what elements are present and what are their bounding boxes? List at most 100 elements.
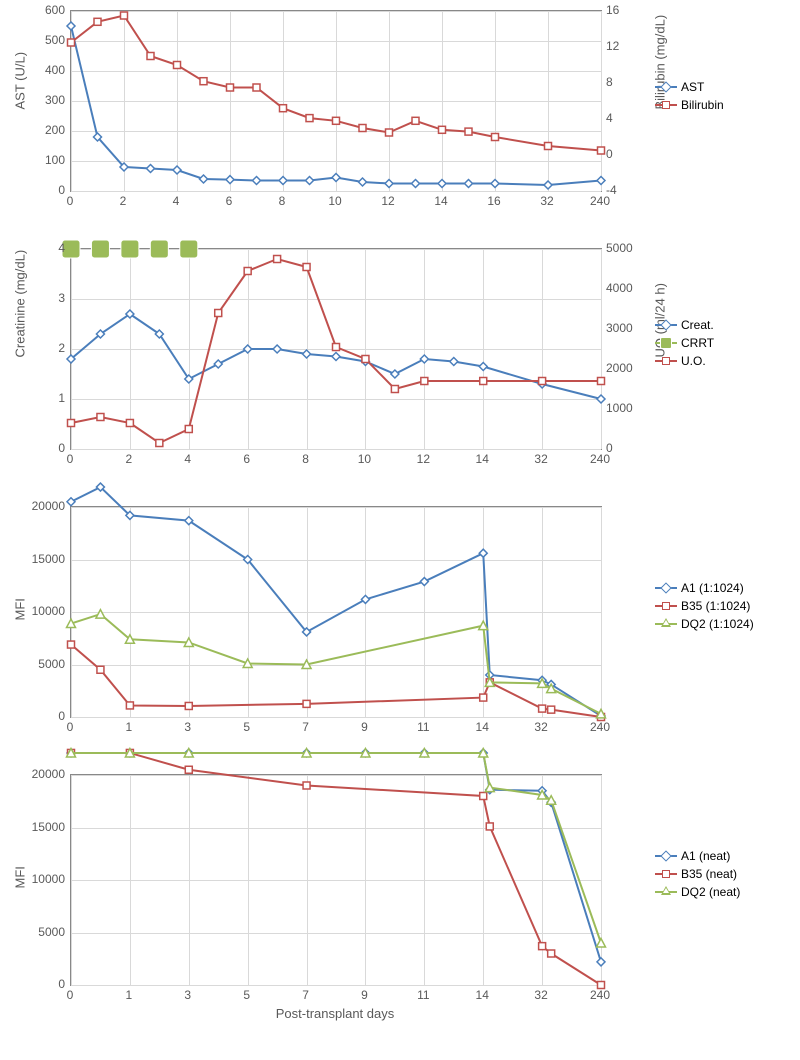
legend-item: CRRT xyxy=(655,336,714,350)
xtick: 240 xyxy=(590,720,610,734)
plot-area xyxy=(70,506,602,718)
xtick: 12 xyxy=(381,194,394,208)
ytick-left: 200 xyxy=(30,123,65,137)
plot-area xyxy=(70,248,602,450)
series-AST xyxy=(71,26,601,185)
ytick-left: 400 xyxy=(30,63,65,77)
ytick-left: 0 xyxy=(30,441,65,455)
ytick-left: 4 xyxy=(30,241,65,255)
xtick: 1 xyxy=(126,988,133,1002)
xtick: 8 xyxy=(279,194,286,208)
ytick-right: 0 xyxy=(606,441,651,455)
xtick: 32 xyxy=(534,988,547,1002)
panel-mfi-diluted: 05000100001500020000013579111432240MFIA1… xyxy=(10,506,790,756)
legend-label: Bilirubin xyxy=(681,98,724,112)
xtick: 14 xyxy=(476,720,489,734)
legend-item: DQ2 (1:1024) xyxy=(655,617,754,631)
xtick: 14 xyxy=(476,452,489,466)
xtick: 7 xyxy=(302,720,309,734)
xtick: 10 xyxy=(358,452,371,466)
ytick-left: 10000 xyxy=(30,604,65,618)
xtick: 4 xyxy=(173,194,180,208)
xtick: 3 xyxy=(184,720,191,734)
legend-item: DQ2 (neat) xyxy=(655,885,740,899)
xtick: 6 xyxy=(226,194,233,208)
xtick: 4 xyxy=(184,452,191,466)
xtick: 12 xyxy=(417,452,430,466)
ytick-right: 16 xyxy=(606,3,651,17)
series-svg xyxy=(71,11,601,191)
xtick: 3 xyxy=(184,988,191,1002)
ytick-right: 1000 xyxy=(606,401,651,415)
ytick-left: 2 xyxy=(30,341,65,355)
xtick: 7 xyxy=(302,988,309,1002)
ytick-right: 8 xyxy=(606,75,651,89)
ytick-left: 300 xyxy=(30,93,65,107)
xtick: 240 xyxy=(590,194,610,208)
ytick-left: 500 xyxy=(30,33,65,47)
ytick-left: 5000 xyxy=(30,657,65,671)
legend-label: U.O. xyxy=(681,354,706,368)
xtick: 5 xyxy=(243,720,250,734)
legend-item: Creat. xyxy=(655,318,714,332)
ytick-right: 2000 xyxy=(606,361,651,375)
ytick-left: 600 xyxy=(30,3,65,17)
plot-area xyxy=(70,10,602,192)
legend-label: B35 (1:1024) xyxy=(681,599,750,613)
ytick-left: 3 xyxy=(30,291,65,305)
ytick-left: 20000 xyxy=(30,499,65,513)
legend-item: A1 (1:1024) xyxy=(655,581,754,595)
ylabel-left: Creatinine (mg/dL) xyxy=(13,338,28,358)
series-svg xyxy=(71,775,601,985)
xtick: 0 xyxy=(67,452,74,466)
ytick-right: 5000 xyxy=(606,241,651,255)
series-A1 (neat) xyxy=(71,753,601,962)
legend-label: CRRT xyxy=(681,336,714,350)
ytick-right: -4 xyxy=(606,183,651,197)
xtick: 32 xyxy=(540,194,553,208)
ytick-left: 10000 xyxy=(30,872,65,886)
series-B35 (neat) xyxy=(71,753,601,985)
legend-item: Bilirubin xyxy=(655,98,724,112)
xtick: 1 xyxy=(126,720,133,734)
legend: A1 (neat) B35 (neat) DQ2 (neat) xyxy=(655,849,740,903)
ytick-left: 20000 xyxy=(30,767,65,781)
ytick-right: 12 xyxy=(606,39,651,53)
ylabel-left: MFI xyxy=(13,869,28,889)
xtick: 0 xyxy=(67,988,74,1002)
ytick-left: 1 xyxy=(30,391,65,405)
plot-area xyxy=(70,774,602,986)
series-svg xyxy=(71,507,601,717)
legend: Creat. CRRT U.O. xyxy=(655,318,714,372)
xtick: 32 xyxy=(534,452,547,466)
legend-label: DQ2 (1:1024) xyxy=(681,617,754,631)
panel-ast-bilirubin: 0100200300400500600-40481216024681012141… xyxy=(10,10,790,230)
legend-label: AST xyxy=(681,80,704,94)
ytick-left: 0 xyxy=(30,977,65,991)
legend-item: B35 (neat) xyxy=(655,867,740,881)
legend-item: B35 (1:1024) xyxy=(655,599,754,613)
xtick: 240 xyxy=(590,452,610,466)
xtick: 32 xyxy=(534,720,547,734)
legend-item: U.O. xyxy=(655,354,714,368)
ytick-left: 15000 xyxy=(30,820,65,834)
ytick-left: 0 xyxy=(30,709,65,723)
legend-item: A1 (neat) xyxy=(655,849,740,863)
xtick: 0 xyxy=(67,194,74,208)
ytick-left: 15000 xyxy=(30,552,65,566)
legend-item: AST xyxy=(655,80,724,94)
ytick-right: 3000 xyxy=(606,321,651,335)
ytick-right: 0 xyxy=(606,147,651,161)
xtick: 2 xyxy=(120,194,127,208)
panel-creatinine-uo: 0123401000200030004000500002468101214322… xyxy=(10,248,790,488)
xtick: 6 xyxy=(243,452,250,466)
figure: 0100200300400500600-40481216024681012141… xyxy=(10,10,790,1032)
legend: A1 (1:1024) B35 (1:1024) DQ2 (1:1024) xyxy=(655,581,754,635)
xtick: 8 xyxy=(302,452,309,466)
ytick-left: 100 xyxy=(30,153,65,167)
ylabel-left: MFI xyxy=(13,601,28,621)
series-DQ2 (neat) xyxy=(71,753,601,943)
xlabel: Post-transplant days xyxy=(70,1006,600,1021)
xtick: 240 xyxy=(590,988,610,1002)
xtick: 14 xyxy=(476,988,489,1002)
